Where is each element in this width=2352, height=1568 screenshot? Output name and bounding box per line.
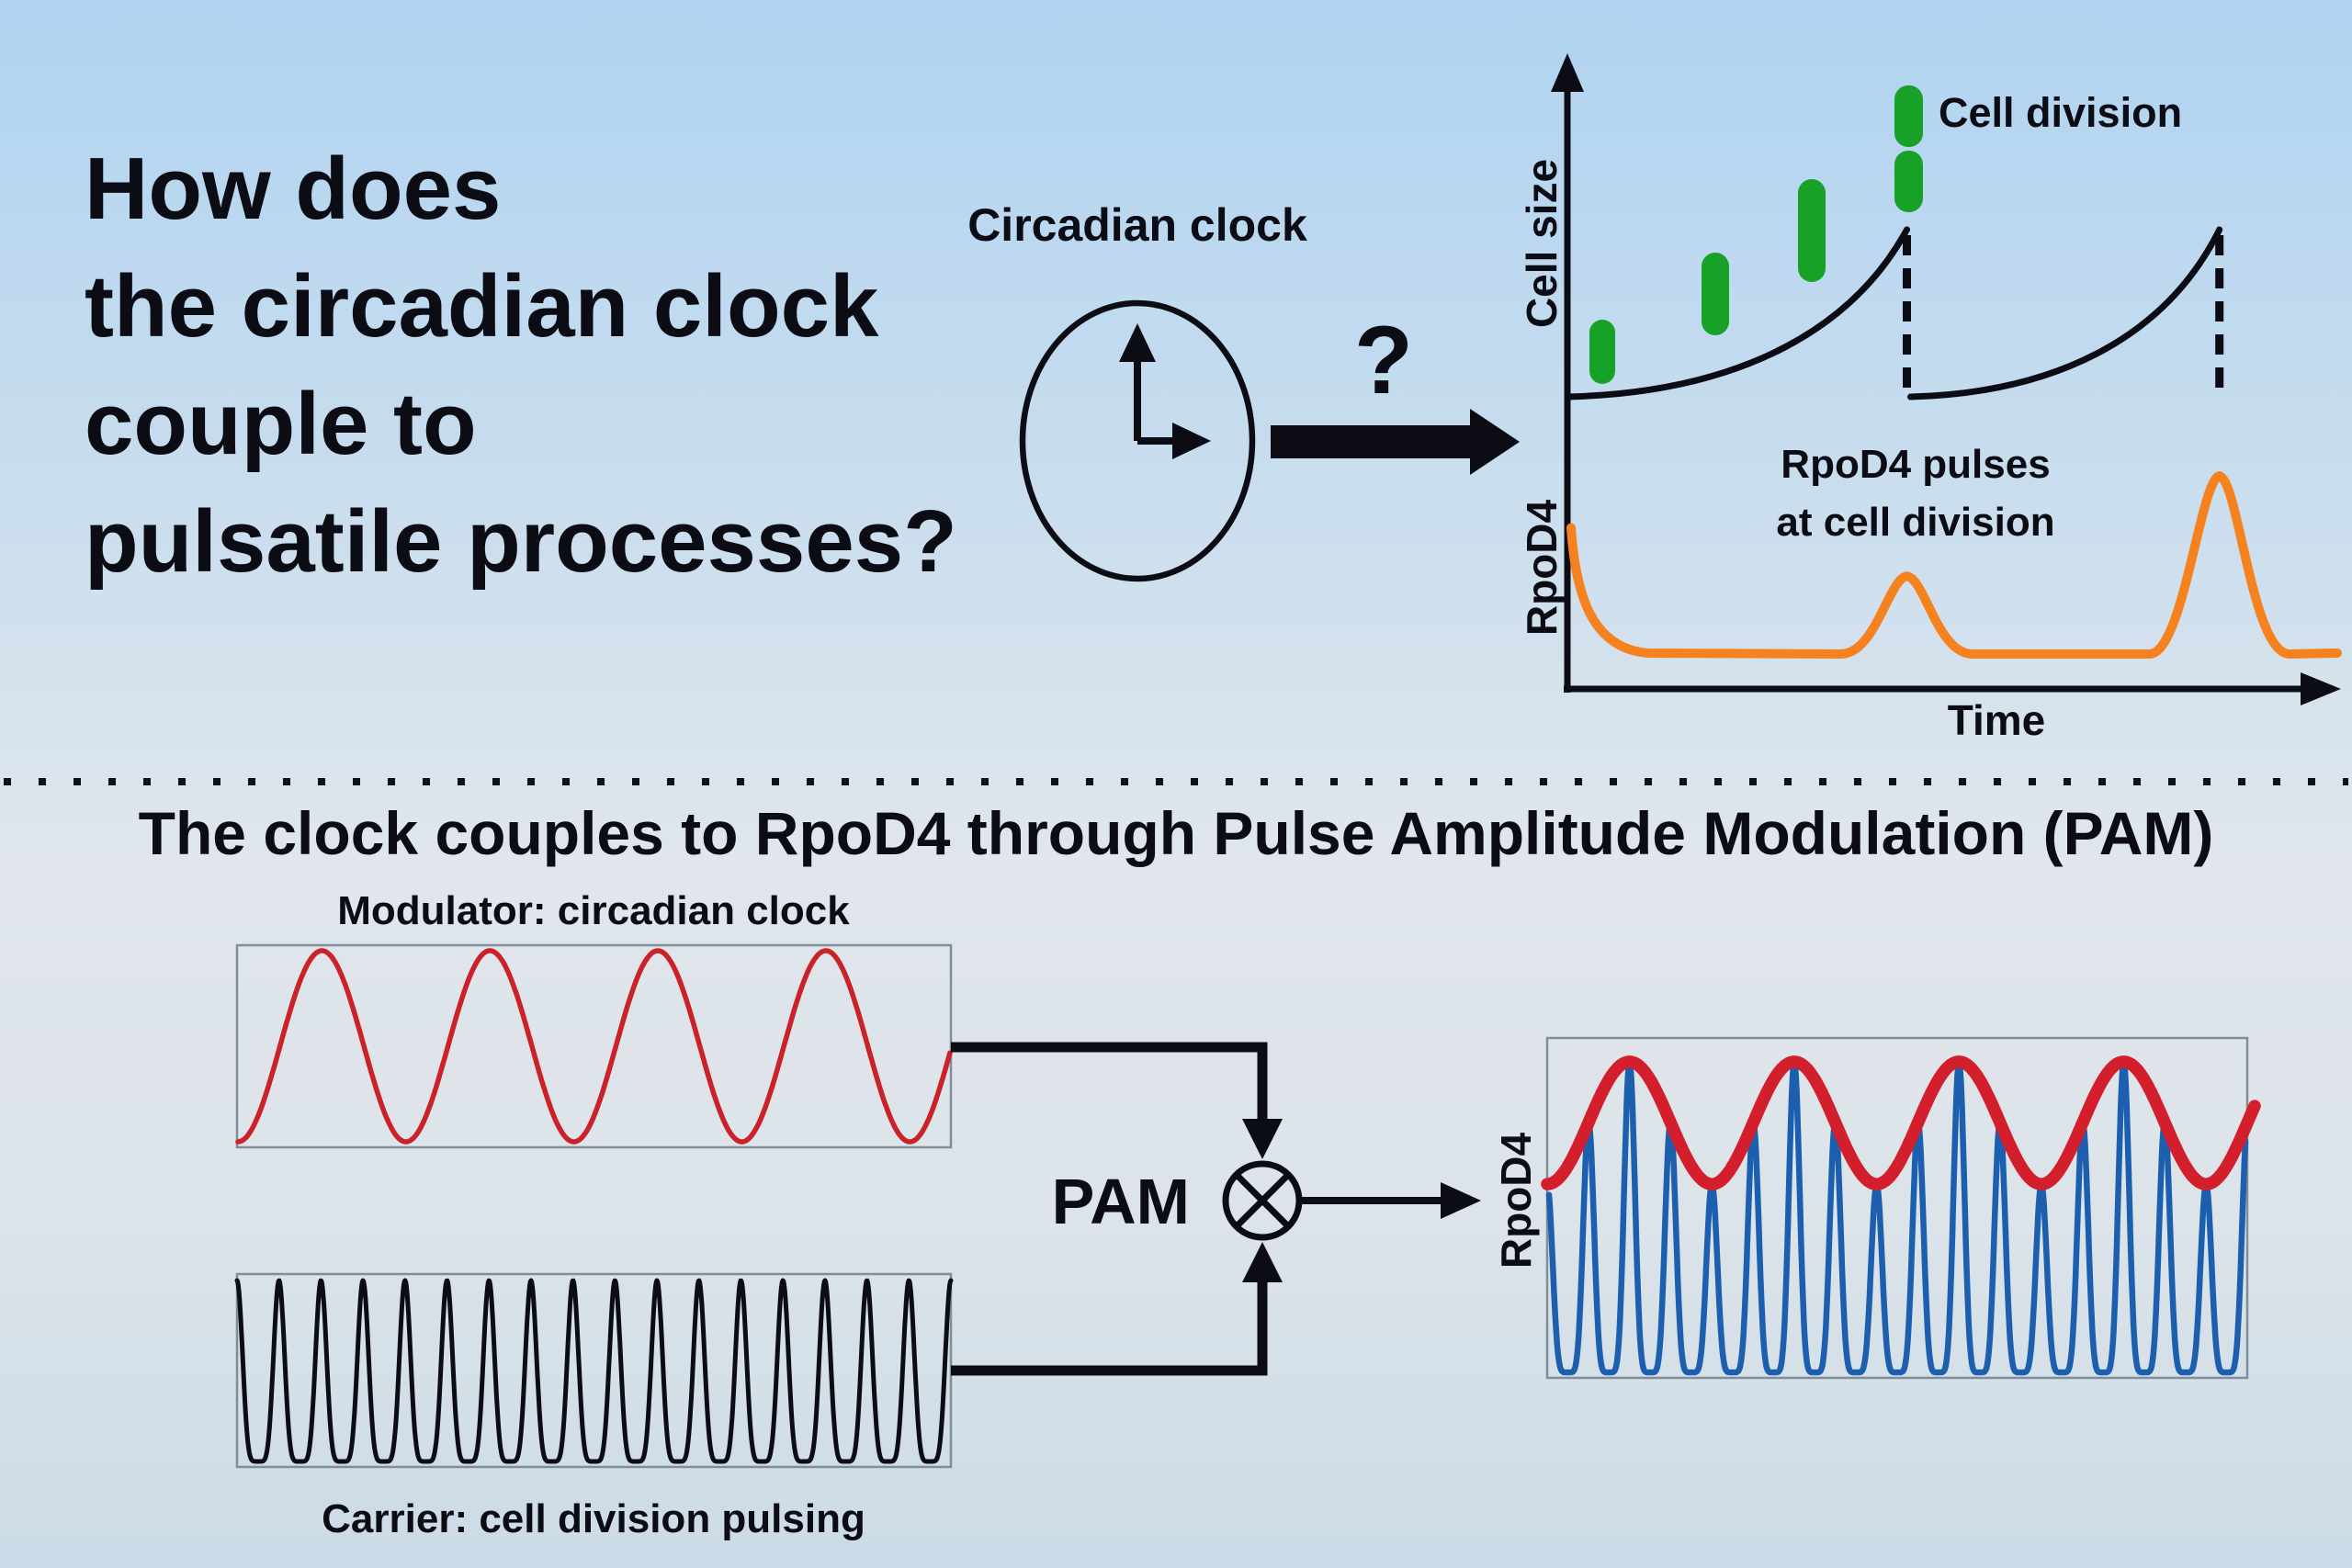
multiply-icon: [1222, 1160, 1303, 1241]
cell-icon-medium: [1702, 253, 1729, 335]
right-arrowhead-icon: [1441, 1182, 1481, 1219]
section-title: The clock couples to RpoD4 through Pulse…: [139, 799, 2214, 867]
modulator-panel: Modulator: circadian clock: [235, 888, 953, 1149]
cell-cycle-chart: Cell size RpoD4 Time Cell division RpoD4…: [1518, 53, 2342, 744]
pam-output-panel: RpoD4: [1492, 1036, 2261, 1380]
modulator-label: Modulator: circadian clock: [337, 888, 850, 933]
circadian-clock-label: Circadian clock: [967, 199, 1307, 251]
carrier-pulse-curve: [234, 1278, 954, 1464]
cell-size-curve-segment-2: [1907, 226, 2223, 400]
question-mark: ?: [1354, 307, 1413, 414]
title-line-3: couple to: [85, 375, 477, 473]
cell-icon-large: [1798, 179, 1826, 282]
clock-face-icon: [1019, 299, 1256, 582]
cell-icon-dividing-bottom: [1894, 151, 1923, 212]
y-label-rpod4: RpoD4: [1518, 499, 1566, 636]
question-title: How does the circadian clock couple to p…: [85, 140, 957, 591]
up-arrowhead-icon: [1242, 1242, 1283, 1282]
cell-icon-dividing-top: [1894, 85, 1923, 147]
rpod4-pulse-annotation-line1: RpoD4 pulses: [1781, 442, 2050, 487]
title-line-1: How does: [85, 140, 501, 238]
cell-icon-small: [1589, 320, 1615, 384]
pam-junction: PAM: [951, 1042, 1481, 1376]
x-axis-arrow-icon: [2301, 672, 2341, 705]
coupling-arrow-icon: [1271, 409, 1520, 475]
y-axis-arrow-icon: [1551, 53, 1584, 92]
cell-division-label: Cell division: [1939, 89, 2182, 136]
down-arrowhead-icon: [1242, 1119, 1283, 1159]
pam-label: PAM: [1052, 1166, 1190, 1237]
output-y-label-rpod4: RpoD4: [1492, 1132, 1540, 1269]
modulator-sine-curve: [235, 948, 953, 1145]
carrier-connector-line: [951, 1273, 1268, 1376]
clock-hands-icon: [1119, 323, 1211, 459]
rpod4-pulse-curve: [1566, 471, 2342, 659]
cell-icons: [1589, 85, 1923, 384]
x-label-time: Time: [1948, 696, 2046, 744]
y-label-cell-size: Cell size: [1518, 159, 1566, 328]
title-line-4: pulsatile processes?: [85, 492, 957, 591]
carrier-label: Carrier: cell division pulsing: [322, 1496, 865, 1541]
rpod4-pulse-annotation-line2: at cell division: [1776, 500, 2054, 545]
cell-size-curve-segment-1: [1564, 226, 1910, 400]
carrier-panel: Carrier: cell division pulsing: [234, 1272, 954, 1541]
title-line-2: the circadian clock: [85, 257, 879, 355]
circadian-clock-group: Circadian clock: [967, 199, 1307, 582]
modulator-connector-line: [951, 1042, 1268, 1128]
envelope-curve: [1541, 1055, 2261, 1190]
modulated-pulse-curve: [1545, 1058, 2249, 1376]
